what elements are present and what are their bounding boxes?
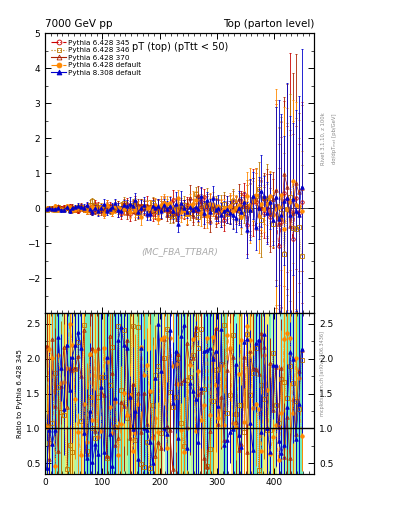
Bar	[59, 313, 62, 474]
Bar	[254, 313, 257, 474]
Bar	[237, 313, 240, 474]
Bar	[160, 313, 163, 474]
Bar	[168, 313, 171, 474]
Bar	[226, 313, 228, 474]
Bar	[171, 313, 174, 474]
Bar	[131, 313, 134, 474]
Bar	[94, 313, 97, 474]
Bar	[283, 313, 286, 474]
Bar	[105, 313, 108, 474]
Bar	[288, 313, 292, 474]
Bar	[203, 313, 206, 474]
Bar	[268, 313, 272, 474]
Bar	[140, 313, 143, 474]
Bar	[148, 313, 151, 474]
Bar	[217, 313, 220, 474]
Bar	[174, 313, 177, 474]
Bar	[97, 313, 99, 474]
Bar	[137, 313, 140, 474]
Bar	[65, 313, 68, 474]
Bar	[292, 313, 294, 474]
Bar	[200, 313, 203, 474]
Bar	[128, 313, 131, 474]
Bar	[257, 313, 260, 474]
Bar	[208, 313, 211, 474]
Bar	[252, 313, 254, 474]
Bar	[145, 313, 148, 474]
Bar	[134, 313, 137, 474]
Bar	[54, 313, 57, 474]
Bar	[246, 313, 248, 474]
Bar	[165, 313, 168, 474]
Bar	[197, 313, 200, 474]
Bar	[266, 313, 268, 474]
Bar	[188, 313, 191, 474]
Text: mcplots.cern.ch [arXiv:1306.3436]: mcplots.cern.ch [arXiv:1306.3436]	[320, 331, 325, 416]
Bar	[51, 313, 54, 474]
Bar	[286, 313, 288, 474]
Bar	[77, 313, 79, 474]
Bar	[62, 313, 65, 474]
Bar	[117, 313, 119, 474]
Bar	[151, 313, 154, 474]
Bar	[223, 313, 226, 474]
Bar	[103, 313, 105, 474]
Text: Rivet 3.1.10, z 100k: Rivet 3.1.10, z 100k	[320, 112, 325, 165]
Text: dσ/dpTₘₑₜ [pb/GeV]: dσ/dpTₘₑₜ [pb/GeV]	[332, 113, 337, 163]
Bar	[274, 313, 277, 474]
Bar	[57, 313, 59, 474]
Bar	[85, 313, 88, 474]
Bar	[91, 313, 94, 474]
Text: 7000 GeV pp: 7000 GeV pp	[45, 19, 113, 29]
Bar	[300, 313, 303, 474]
Bar	[280, 313, 283, 474]
Bar	[79, 313, 83, 474]
Bar	[88, 313, 91, 474]
Bar	[277, 313, 280, 474]
Bar	[206, 313, 208, 474]
Bar	[214, 313, 217, 474]
Bar	[71, 313, 74, 474]
Bar	[234, 313, 237, 474]
Bar	[99, 313, 103, 474]
Bar	[231, 313, 234, 474]
Bar	[143, 313, 145, 474]
Bar	[177, 313, 180, 474]
Text: pT (top) (pTtt < 50): pT (top) (pTtt < 50)	[132, 41, 228, 52]
Bar	[157, 313, 160, 474]
Bar	[123, 313, 125, 474]
Bar	[154, 313, 157, 474]
Bar	[125, 313, 128, 474]
Bar	[180, 313, 183, 474]
Bar	[108, 313, 111, 474]
Bar	[240, 313, 243, 474]
Bar	[228, 313, 231, 474]
Bar	[297, 313, 300, 474]
Bar	[294, 313, 297, 474]
Bar	[183, 313, 185, 474]
Bar	[248, 313, 252, 474]
Bar	[191, 313, 194, 474]
Bar	[194, 313, 197, 474]
Bar	[185, 313, 188, 474]
Text: (MC_FBA_TTBAR): (MC_FBA_TTBAR)	[141, 247, 218, 257]
Bar	[83, 313, 85, 474]
Bar	[68, 313, 71, 474]
Bar	[163, 313, 165, 474]
Bar	[211, 313, 214, 474]
Bar	[48, 313, 51, 474]
Bar	[272, 313, 274, 474]
Bar	[263, 313, 266, 474]
Legend: Pythia 6.428 345, Pythia 6.428 346, Pythia 6.428 370, Pythia 6.428 default, Pyth: Pythia 6.428 345, Pythia 6.428 346, Pyth…	[51, 40, 141, 76]
Bar	[114, 313, 117, 474]
Bar	[260, 313, 263, 474]
Bar	[243, 313, 246, 474]
Text: Top (parton level): Top (parton level)	[223, 19, 314, 29]
Bar	[45, 313, 48, 474]
Bar	[220, 313, 223, 474]
Bar	[111, 313, 114, 474]
Bar	[119, 313, 123, 474]
Y-axis label: Ratio to Pythia 6.428 345: Ratio to Pythia 6.428 345	[17, 349, 23, 438]
Bar	[74, 313, 77, 474]
